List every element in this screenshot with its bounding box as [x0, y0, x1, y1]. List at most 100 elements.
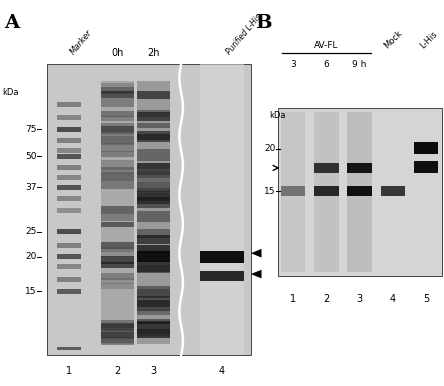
Text: 0h: 0h: [111, 48, 124, 58]
Bar: [101, 134, 134, 145]
Bar: [101, 173, 134, 178]
Bar: [57, 138, 81, 143]
Bar: [101, 98, 134, 107]
Text: 15: 15: [264, 186, 275, 196]
Bar: [137, 251, 170, 262]
Bar: [57, 254, 81, 259]
Bar: [137, 132, 170, 142]
Bar: [101, 87, 134, 93]
Text: 25: 25: [25, 227, 36, 236]
Text: 3: 3: [357, 294, 363, 304]
Text: 2: 2: [115, 366, 121, 376]
Bar: [57, 196, 81, 201]
Bar: [57, 115, 81, 120]
Bar: [137, 110, 170, 117]
Bar: [101, 81, 134, 344]
Text: 3: 3: [150, 366, 156, 376]
Bar: [137, 123, 170, 128]
Bar: [57, 185, 81, 190]
Bar: [137, 171, 170, 182]
Bar: [57, 347, 81, 350]
Bar: [57, 165, 81, 171]
Bar: [101, 168, 134, 175]
Bar: [101, 83, 134, 93]
Text: Purified L-His: Purified L-His: [224, 12, 263, 56]
Bar: [101, 339, 134, 344]
Bar: [278, 108, 442, 276]
Bar: [57, 154, 81, 159]
Bar: [137, 265, 170, 273]
Bar: [137, 81, 170, 344]
Bar: [137, 134, 170, 140]
Bar: [137, 296, 170, 307]
Bar: [57, 208, 81, 213]
Bar: [57, 229, 81, 234]
Text: AV-FL: AV-FL: [314, 41, 339, 50]
Bar: [137, 193, 170, 204]
Bar: [137, 211, 170, 222]
Text: 20: 20: [264, 144, 275, 153]
Bar: [101, 214, 134, 221]
Bar: [414, 142, 438, 154]
Bar: [137, 328, 170, 338]
Bar: [57, 127, 81, 132]
Bar: [137, 235, 170, 244]
Bar: [137, 300, 170, 307]
Text: 15: 15: [25, 287, 36, 296]
Bar: [137, 197, 170, 204]
Text: 6: 6: [324, 60, 329, 69]
Bar: [137, 167, 170, 178]
Bar: [414, 161, 438, 173]
Text: A: A: [4, 14, 20, 32]
Bar: [314, 112, 338, 272]
Text: Marker: Marker: [69, 28, 95, 56]
Bar: [137, 300, 170, 312]
Bar: [101, 91, 134, 98]
Bar: [101, 136, 134, 144]
Bar: [101, 160, 134, 170]
Bar: [137, 319, 170, 325]
Bar: [137, 245, 170, 254]
Bar: [101, 151, 134, 157]
Bar: [101, 329, 134, 339]
Text: 75: 75: [25, 125, 36, 134]
Bar: [381, 186, 405, 196]
Bar: [101, 283, 134, 289]
Bar: [137, 181, 170, 192]
Bar: [137, 286, 170, 297]
Bar: [101, 116, 134, 121]
Text: kDa: kDa: [2, 88, 19, 97]
Bar: [101, 175, 134, 181]
Bar: [137, 261, 170, 272]
Bar: [101, 123, 134, 132]
Text: 5: 5: [423, 294, 429, 304]
Bar: [101, 222, 134, 227]
Bar: [101, 178, 134, 189]
Bar: [137, 325, 170, 336]
Text: 20: 20: [25, 252, 36, 261]
Text: 37: 37: [25, 183, 36, 192]
Bar: [101, 111, 134, 117]
Bar: [57, 243, 81, 248]
Bar: [101, 262, 134, 268]
Text: 9 h: 9 h: [353, 60, 367, 69]
Bar: [137, 261, 170, 270]
Bar: [137, 149, 170, 161]
Bar: [101, 324, 134, 332]
Bar: [200, 251, 244, 263]
Text: 50: 50: [25, 152, 36, 161]
Bar: [101, 242, 134, 249]
Bar: [281, 186, 305, 196]
Bar: [281, 112, 305, 272]
Bar: [137, 112, 170, 122]
Text: 4: 4: [390, 294, 396, 304]
Bar: [57, 102, 81, 107]
Bar: [101, 337, 134, 345]
Bar: [347, 186, 372, 196]
Bar: [137, 193, 170, 200]
Bar: [137, 201, 170, 208]
Bar: [57, 175, 81, 180]
Bar: [137, 324, 170, 334]
Polygon shape: [251, 270, 262, 278]
Text: Mock: Mock: [382, 28, 404, 50]
